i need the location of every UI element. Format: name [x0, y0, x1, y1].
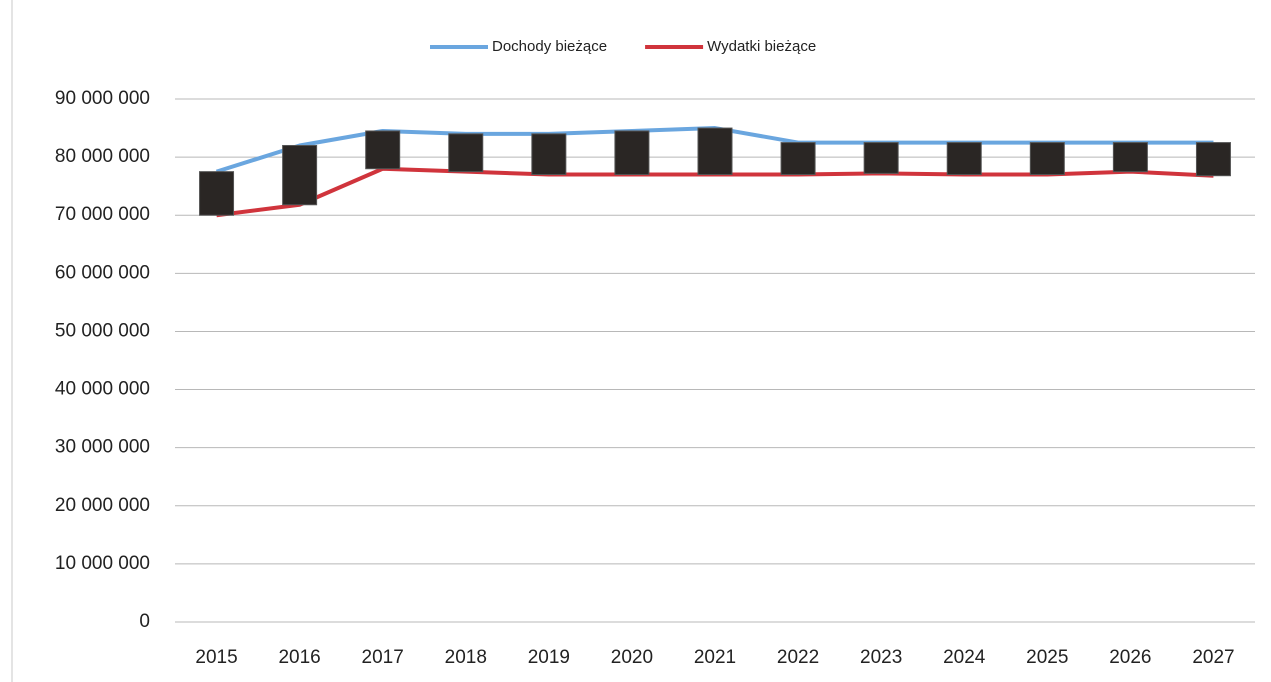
y-tick-label: 90 000 000: [55, 88, 150, 109]
x-tick-label: 2027: [1192, 647, 1234, 668]
x-tick-label: 2026: [1109, 647, 1151, 668]
legend-label: Wydatki bieżące: [707, 38, 816, 55]
y-tick-label: 50 000 000: [55, 320, 150, 341]
x-tick-label: 2017: [362, 647, 404, 668]
up-down-bar: [199, 171, 235, 216]
series-line: [216, 166, 1214, 218]
x-tick-label: 2016: [278, 647, 320, 668]
up-down-bar: [780, 142, 816, 176]
up-down-bar: [448, 133, 484, 173]
x-tick-label: 2020: [611, 647, 653, 668]
x-tick-label: 2023: [860, 647, 902, 668]
y-tick-label: 80 000 000: [55, 146, 150, 167]
up-down-bar: [531, 133, 567, 176]
y-tick-label: 30 000 000: [55, 437, 150, 458]
y-tick-label: 60 000 000: [55, 262, 150, 283]
up-down-bar: [1195, 142, 1231, 177]
x-tick-label: 2015: [195, 647, 237, 668]
x-tick-label: 2019: [528, 647, 570, 668]
x-tick-label: 2025: [1026, 647, 1068, 668]
legend-label: Dochody bieżące: [492, 38, 607, 55]
y-tick-label: 70 000 000: [55, 204, 150, 225]
x-tick-label: 2022: [777, 647, 819, 668]
y-tick-label: 10 000 000: [55, 553, 150, 574]
up-down-bar: [697, 127, 733, 176]
up-down-bar: [946, 142, 982, 176]
y-tick-label: 20 000 000: [55, 495, 150, 516]
x-tick-label: 2024: [943, 647, 986, 668]
y-tick-label: 0: [139, 611, 150, 632]
x-tick-label: 2021: [694, 647, 736, 668]
y-tick-label: 40 000 000: [55, 379, 150, 400]
up-down-bar: [365, 130, 401, 170]
up-down-bar: [614, 130, 650, 176]
up-down-bar: [1029, 142, 1065, 176]
x-tick-label: 2018: [445, 647, 487, 668]
up-down-bar: [863, 142, 899, 174]
up-down-bar: [282, 144, 318, 206]
up-down-bar: [1112, 142, 1148, 173]
